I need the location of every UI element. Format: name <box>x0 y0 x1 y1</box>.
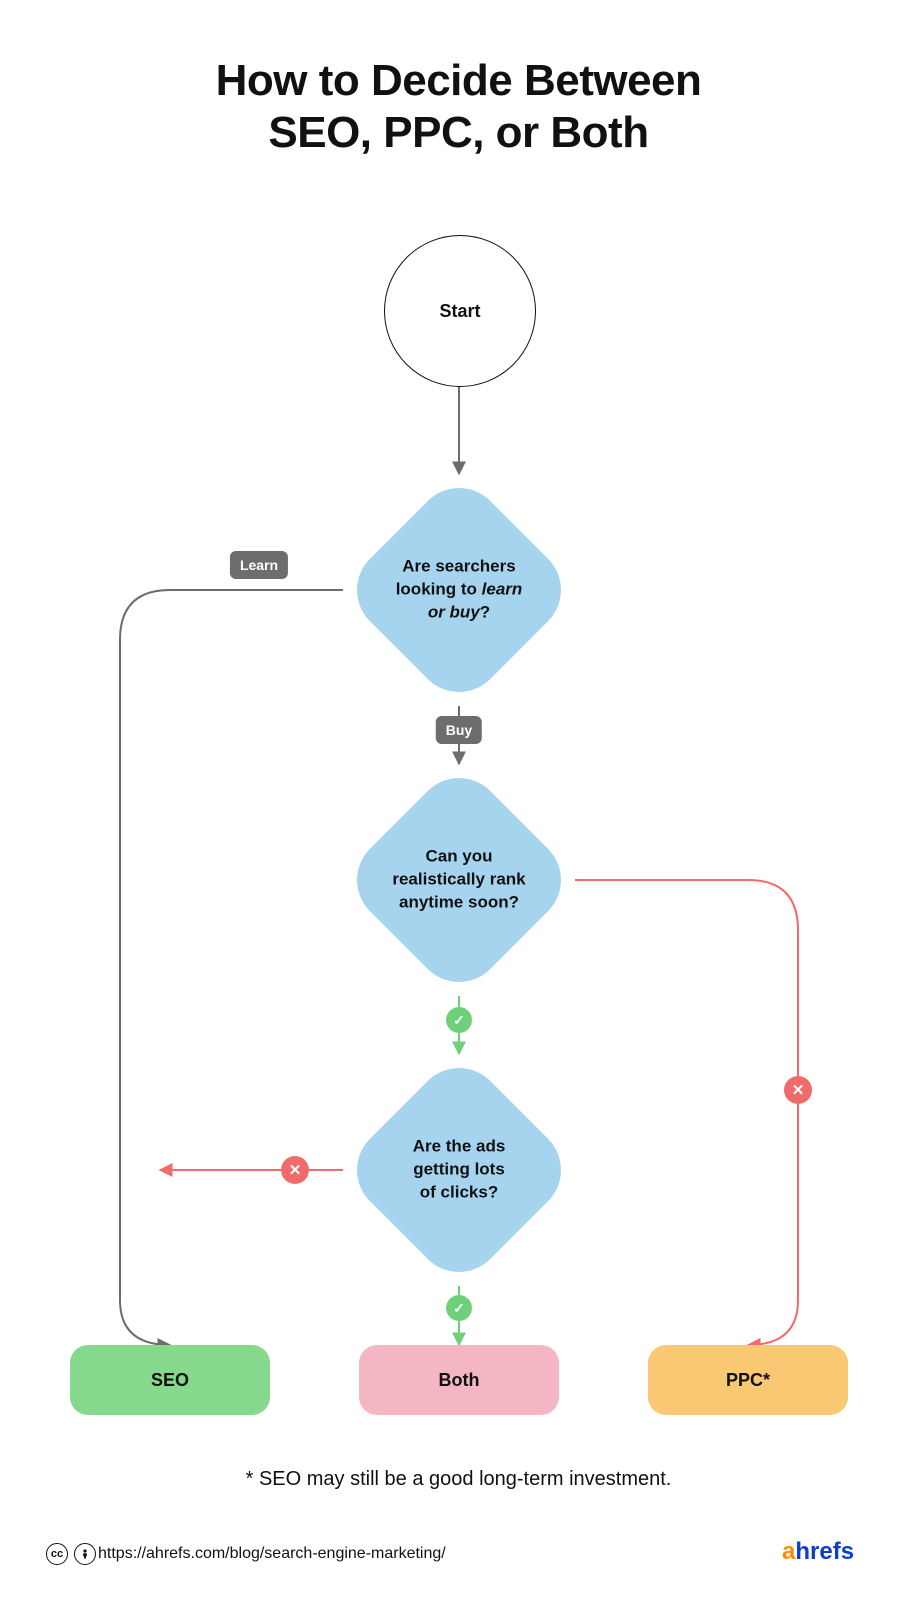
node-q1: Are searcherslooking to learnor buy? <box>339 470 579 710</box>
node-seo: SEO <box>70 1345 270 1415</box>
node-q2: Can yourealistically rankanytime soon? <box>339 760 579 1000</box>
node-both: Both <box>359 1345 559 1415</box>
node-ppc: PPC* <box>648 1345 848 1415</box>
cc-by-icon <box>74 1543 96 1565</box>
footnote: * SEO may still be a good long-term inve… <box>0 1468 917 1491</box>
source-url: https://ahrefs.com/blog/search-engine-ma… <box>98 1545 446 1563</box>
node-q2-label: Can yourealistically rankanytime soon? <box>369 846 549 915</box>
edge-q1-learn-seo <box>120 590 343 1345</box>
edge-label-q1-learn-seo: Learn <box>230 551 288 579</box>
edge-q2-no-ppc <box>575 880 798 1345</box>
title-line-2: SEO, PPC, or Both <box>268 108 648 157</box>
edge-marker-q2-no-ppc: ✕ <box>784 1076 812 1104</box>
edge-marker-q2-yes-q3: ✓ <box>446 1007 472 1033</box>
node-q3-label: Are the adsgetting lotsof clicks? <box>369 1136 549 1205</box>
node-q1-label: Are searcherslooking to learnor buy? <box>369 556 549 625</box>
edge-label-q1-buy-q2: Buy <box>436 716 482 744</box>
brand-logo: ahrefs <box>782 1538 854 1566</box>
cc-badges: cc <box>46 1543 96 1565</box>
node-start: Start <box>384 235 536 387</box>
edge-marker-q3-yes-both: ✓ <box>446 1295 472 1321</box>
brand-rest: hrefs <box>795 1538 854 1565</box>
node-q3: Are the adsgetting lotsof clicks? <box>339 1050 579 1290</box>
brand-prefix: a <box>782 1538 795 1565</box>
title-line-1: How to Decide Between <box>216 56 702 105</box>
cc-icon: cc <box>46 1543 68 1565</box>
page-title: How to Decide Between SEO, PPC, or Both <box>0 55 917 159</box>
page: How to Decide Between SEO, PPC, or Both … <box>0 0 917 1600</box>
edge-marker-q3-no-seo: ✕ <box>281 1156 309 1184</box>
